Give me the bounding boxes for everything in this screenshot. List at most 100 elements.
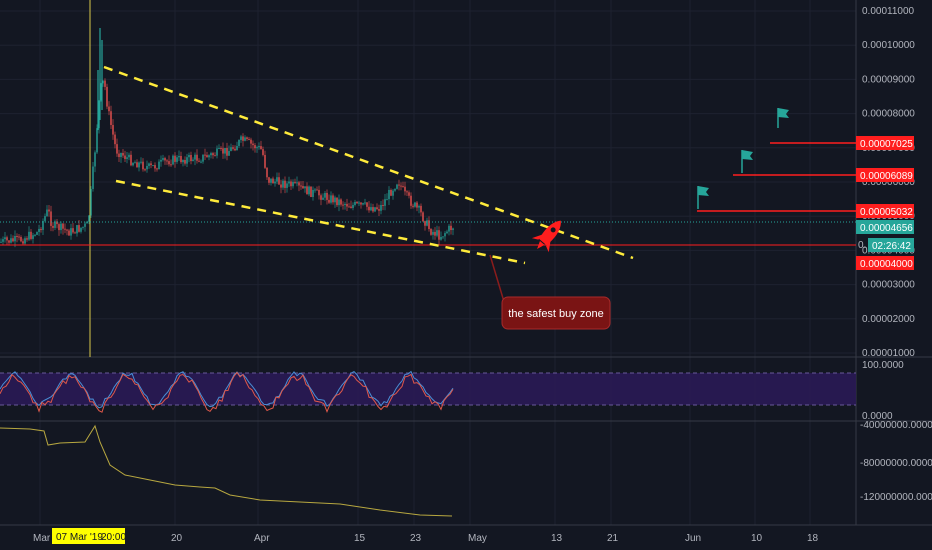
candle-body — [170, 164, 172, 166]
candle-body — [168, 161, 170, 165]
candle-body — [248, 138, 250, 140]
candle-body — [162, 158, 164, 160]
candle-body — [46, 209, 48, 217]
candle-body — [338, 199, 340, 206]
candle-body — [118, 153, 120, 158]
candle-body — [352, 204, 354, 208]
candle-body — [50, 211, 52, 226]
candle-body — [366, 202, 368, 207]
callout-pointer — [489, 254, 506, 306]
candle-body — [412, 205, 414, 207]
candle-body — [354, 201, 356, 205]
candle-body — [404, 186, 406, 192]
time-label: Mar — [33, 533, 51, 544]
candle-body — [280, 184, 282, 188]
candle-body — [372, 207, 374, 212]
rocket-icon[interactable] — [529, 214, 570, 256]
candle-body — [356, 201, 358, 204]
candle-body — [256, 147, 258, 149]
time-axis[interactable]: Mar 07 Mar '19 20:00 20 Apr 15 23 May 13… — [33, 528, 819, 544]
candle-body — [244, 137, 246, 141]
candle-body — [56, 221, 58, 225]
candle-body — [188, 154, 190, 158]
candle-body — [294, 181, 296, 183]
candle-body — [68, 230, 70, 236]
support-tag — [856, 256, 914, 270]
candle-body — [4, 237, 6, 240]
candle-body — [438, 230, 440, 240]
candle-body — [430, 228, 432, 235]
candle-body — [194, 154, 196, 160]
time-label: 18 — [807, 533, 819, 544]
candle-body — [428, 220, 430, 229]
candle-body — [420, 205, 422, 213]
candle-body — [190, 154, 192, 162]
candle-body — [288, 181, 290, 184]
countdown-prefix: 0. — [858, 240, 866, 251]
candle-body — [360, 202, 362, 205]
candle-body — [106, 86, 108, 107]
candle-body — [124, 155, 126, 159]
candle-body — [122, 152, 124, 156]
candle-body — [52, 225, 54, 228]
candle-body — [440, 237, 442, 240]
candle-body — [396, 184, 398, 189]
candle-body — [64, 228, 66, 230]
candle-body — [20, 236, 22, 242]
candle-body — [176, 157, 178, 162]
time-label: 15 — [354, 533, 366, 544]
candle-body — [156, 168, 158, 170]
candle-body — [324, 192, 326, 198]
time-label: 13 — [551, 533, 563, 544]
flag-icon[interactable] — [777, 108, 789, 128]
candle-body — [214, 155, 216, 157]
candle-body — [414, 202, 416, 207]
candle-body — [172, 155, 174, 165]
candle-body — [246, 137, 248, 139]
time-label: May — [468, 533, 487, 544]
candle-body — [332, 195, 334, 203]
target-2-price: 0.00006089 — [860, 171, 913, 182]
target-1-price: 0.00005032 — [860, 207, 913, 218]
candle-body — [254, 145, 256, 149]
time-label: 21 — [607, 533, 619, 544]
candle-body — [96, 128, 98, 153]
time-label: Apr — [254, 533, 270, 544]
candle-body — [286, 183, 288, 188]
target-1-tag — [856, 204, 914, 218]
candle-body — [184, 159, 186, 164]
candle-body — [278, 177, 280, 185]
candle-body — [310, 186, 312, 197]
candle-body — [284, 180, 286, 188]
upper-trendline[interactable] — [103, 65, 634, 260]
candle-body — [202, 154, 204, 162]
candle-body — [298, 182, 300, 186]
candle-body — [40, 228, 42, 230]
candle-body — [344, 203, 346, 205]
callout-box[interactable] — [501, 296, 611, 330]
date-marker-time: 20:00 — [101, 532, 126, 543]
candle-body — [70, 228, 72, 236]
candle-body — [358, 202, 360, 204]
candle-body — [152, 165, 154, 167]
candle-body — [86, 221, 88, 224]
candle-body — [452, 228, 454, 231]
candle-body — [88, 215, 90, 222]
candle-body — [74, 232, 76, 234]
candle-body — [392, 190, 394, 196]
flag-icon[interactable] — [697, 186, 709, 209]
candle-body — [348, 206, 350, 208]
candle-body — [300, 185, 302, 187]
candle-body — [62, 223, 64, 229]
flag-icon[interactable] — [741, 150, 753, 173]
lower-trendline[interactable] — [115, 179, 526, 265]
price-axis[interactable]: 0.00011000 0.00010000 0.00009000 0.00008000… — [862, 6, 915, 359]
candle-body — [150, 163, 152, 166]
candle-body — [222, 148, 224, 154]
candle-body — [128, 154, 130, 158]
candle-body — [334, 197, 336, 203]
candle-body — [262, 149, 264, 155]
candle-body — [18, 236, 20, 238]
candle-body — [12, 238, 14, 242]
